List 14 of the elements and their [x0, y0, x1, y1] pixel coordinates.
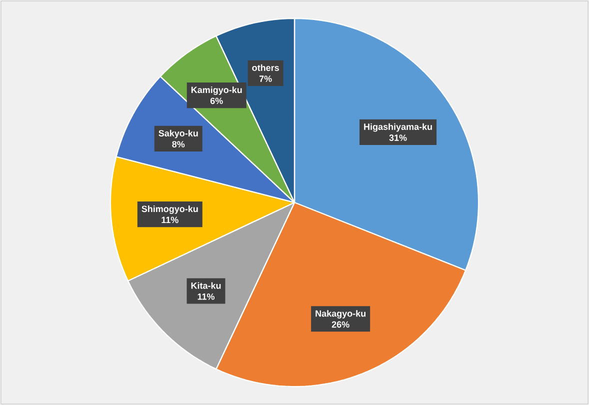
slice-label: Sakyo-ku: [158, 130, 198, 138]
data-label: 11%: [162, 216, 178, 224]
slice-label: Higashiyama-ku: [364, 123, 432, 132]
data-label: 31%: [389, 134, 407, 141]
slice-label: Kita-ku: [191, 282, 221, 289]
slice-label: others: [252, 64, 279, 71]
slice-label: Nakagyo-ku: [316, 310, 366, 319]
data-label: 7%: [259, 76, 272, 82]
data-label: 26%: [332, 321, 350, 328]
slice-label: Kamigyo-ku: [191, 86, 242, 95]
data-label: 6%: [210, 98, 223, 104]
slice-label: Shimogyo-ku: [142, 205, 198, 214]
data-label: 11%: [198, 293, 215, 300]
data-label: 8%: [172, 141, 185, 148]
